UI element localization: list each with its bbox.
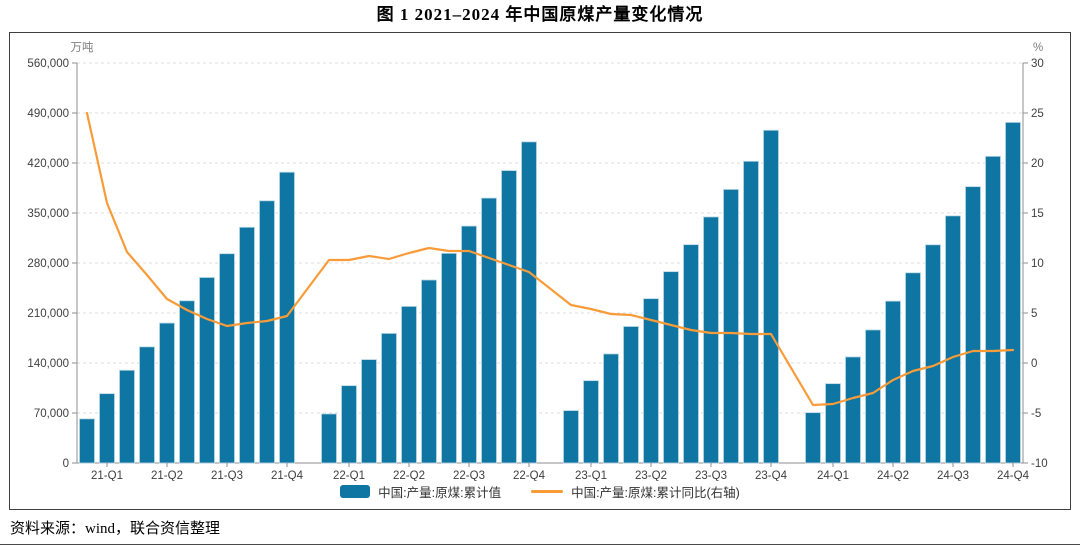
right-axis-tick-label: 10 <box>1031 258 1044 270</box>
left-axis-tick-label: 560,000 <box>27 58 69 70</box>
bar <box>825 383 841 464</box>
bar <box>119 369 135 464</box>
left-axis-unit-label: 万吨 <box>71 41 94 54</box>
bar <box>139 346 155 464</box>
legend-item-cumulative-output: 中国:产量:原煤:累计值 <box>340 482 501 501</box>
right-axis-tick-label: -5 <box>1031 408 1041 420</box>
bar <box>603 353 619 464</box>
legend-item-yoy-line: 中国:产量:原煤:累计同比(右轴) <box>531 482 740 501</box>
bar-series-swatch <box>340 484 371 498</box>
bar <box>361 359 377 464</box>
bar <box>441 252 457 464</box>
bar <box>239 226 255 464</box>
left-axis-tick-label: 420,000 <box>27 158 69 170</box>
bar <box>723 189 739 464</box>
x-axis-tick-label: 22-Q3 <box>453 470 485 481</box>
legend-label-cumulative-output: 中国:产量:原煤:累计值 <box>378 485 502 500</box>
bar <box>159 322 175 464</box>
right-axis-tick-label: 5 <box>1031 308 1037 320</box>
left-axis-tick-label: 70,000 <box>34 408 69 420</box>
bar <box>703 216 719 464</box>
bar <box>663 271 679 464</box>
x-axis-tick-label: 24-Q3 <box>937 470 969 481</box>
x-axis-tick-label: 22-Q2 <box>393 470 425 481</box>
x-axis-tick-label: 24-Q2 <box>877 470 909 481</box>
line-series-swatch <box>531 489 564 493</box>
bar <box>583 380 599 464</box>
bar <box>179 300 195 464</box>
figure-title: 图 1 2021–2024 年中国原煤产量变化情况 <box>376 5 704 24</box>
bottom-divider <box>0 544 1080 545</box>
left-axis-tick-label: 0 <box>63 458 69 470</box>
chart-panel: 0 70,000 140,000 210,000 280,000 350,000 420,0… <box>9 32 1071 510</box>
bar <box>763 129 779 464</box>
bar <box>321 413 337 464</box>
x-axis-tick-label: 23-Q2 <box>635 470 667 481</box>
x-axis-tick-label: 21-Q2 <box>151 470 183 481</box>
x-axis-tick-label: 21-Q4 <box>271 470 304 481</box>
bar <box>845 356 861 464</box>
bar <box>885 300 901 464</box>
bar <box>1005 122 1021 464</box>
right-axis-unit-label: % <box>1033 42 1043 54</box>
right-axis-tick-label: 0 <box>1031 358 1037 370</box>
bar <box>563 410 579 464</box>
bar <box>683 244 699 464</box>
bar <box>925 244 941 464</box>
bar <box>259 200 275 464</box>
bar <box>623 326 639 464</box>
left-axis-tick-label: 140,000 <box>27 358 69 370</box>
bar <box>461 225 477 464</box>
bar <box>401 306 417 464</box>
bar <box>521 141 537 464</box>
x-axis-tick-label: 23-Q1 <box>575 470 607 481</box>
bar <box>381 333 397 464</box>
bar <box>743 160 759 464</box>
bar <box>421 279 437 464</box>
bar <box>79 418 95 464</box>
right-axis-tick-label: 15 <box>1031 208 1044 220</box>
left-axis-tick-label: 490,000 <box>27 108 69 120</box>
bar <box>99 393 115 464</box>
bar <box>965 186 981 464</box>
x-axis-tick-label: 23-Q4 <box>755 470 788 481</box>
bar <box>199 277 215 464</box>
right-axis-tick-label: -10 <box>1031 458 1048 470</box>
bar <box>341 385 357 464</box>
legend-label-yoy-line: 中国:产量:原煤:累计同比(右轴) <box>571 485 740 500</box>
chart-legend: 中国:产量:原煤:累计值 中国:产量:原煤:累计同比(右轴) <box>10 479 1070 503</box>
x-axis-tick-label: 23-Q3 <box>695 470 727 481</box>
chart-plot: 0 70,000 140,000 210,000 280,000 350,000 420,0… <box>27 41 1048 481</box>
right-axis-tick-label: 25 <box>1031 108 1044 120</box>
x-axis-tick-label: 24-Q1 <box>817 470 849 481</box>
x-axis-tick-label: 21-Q1 <box>91 470 123 481</box>
left-axis-tick-label: 350,000 <box>27 208 69 220</box>
source-note: 资料来源：wind，联合资信整理 <box>10 521 221 537</box>
left-axis-tick-label: 210,000 <box>27 308 69 320</box>
bar <box>985 155 1001 464</box>
bar <box>945 215 961 464</box>
bar <box>501 170 517 464</box>
bar <box>805 412 821 464</box>
left-axis-tick-label: 280,000 <box>27 258 69 270</box>
yoy-line <box>85 111 1015 407</box>
x-axis-tick-label: 24-Q4 <box>997 470 1030 481</box>
bar <box>481 197 497 464</box>
x-axis-tick-label: 22-Q4 <box>513 470 546 481</box>
x-axis-tick-label: 21-Q3 <box>211 470 243 481</box>
x-axis-tick-label: 22-Q1 <box>333 470 365 481</box>
bar <box>219 253 235 464</box>
right-axis-tick-label: 20 <box>1031 158 1044 170</box>
right-axis-tick-label: 30 <box>1031 58 1044 70</box>
bar <box>865 329 881 464</box>
bar <box>905 272 921 464</box>
bar <box>643 298 659 464</box>
